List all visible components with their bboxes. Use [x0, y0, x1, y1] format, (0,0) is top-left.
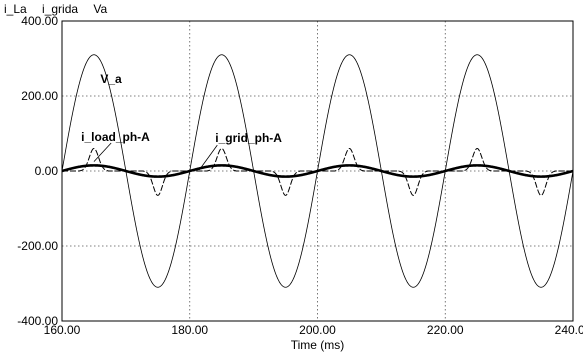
- annotations: V_a i_load_ph-A i_grid_ph-A: [81, 72, 282, 171]
- series-line-va: [61, 54, 574, 288]
- x-tick-label: 240.00: [555, 323, 583, 337]
- x-axis-label: Time (ms): [291, 338, 345, 352]
- y-tick-label: -400.00: [17, 314, 58, 328]
- annotation-leader-2: [199, 144, 218, 171]
- series-group: [61, 54, 574, 288]
- y-tick-label: 400.00: [21, 14, 58, 28]
- legend-item-i-la: i_La: [4, 2, 27, 16]
- legend: i_La i_grida Va: [4, 2, 119, 16]
- x-tick-labels: 160.00 180.00 200.00 220.00 240.00: [44, 323, 583, 337]
- y-tick-label: -200.00: [17, 239, 58, 253]
- annotation-1: i_load_ph-A: [81, 130, 150, 144]
- y-tick-label: 0.00: [35, 164, 59, 178]
- y-tick-labels: 400.00 200.00 0.00 -200.00 -400.00: [17, 14, 58, 328]
- annotation-0: V_a: [100, 72, 122, 86]
- annotation-leader-1: [93, 142, 112, 162]
- x-tick-label: 160.00: [44, 323, 81, 337]
- annotation-2: i_grid_ph-A: [215, 131, 282, 145]
- x-tick-label: 180.00: [171, 323, 208, 337]
- y-tick-label: 200.00: [21, 89, 58, 103]
- x-tick-label: 220.00: [427, 323, 464, 337]
- legend-item-va: Va: [93, 2, 108, 16]
- legend-item-i-grida: i_grida: [42, 2, 79, 16]
- grid-lines: [62, 21, 573, 321]
- plot-frame: [61, 20, 574, 322]
- x-tick-label: 200.00: [299, 323, 336, 337]
